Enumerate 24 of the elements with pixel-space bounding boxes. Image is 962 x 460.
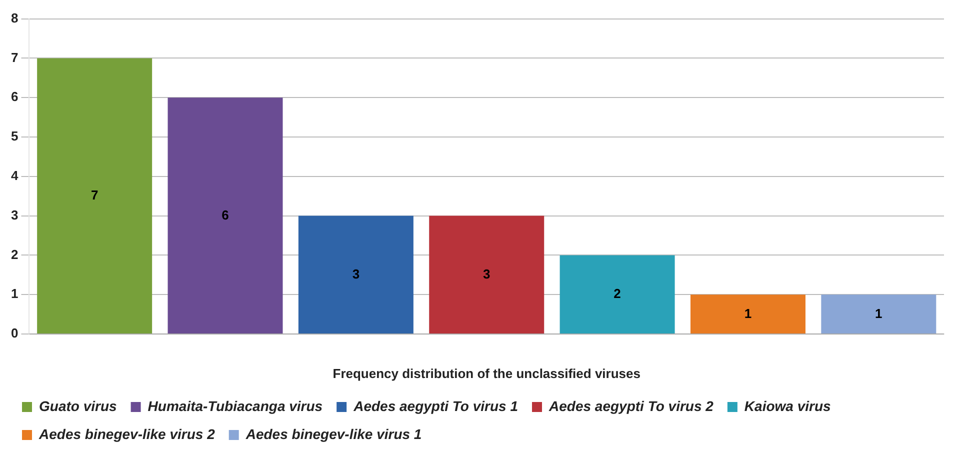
legend-label: Kaiowa virus	[744, 398, 832, 414]
y-tick-label: 6	[10, 89, 18, 104]
y-tick-label: 5	[10, 128, 18, 144]
legend-label: Humaita-Tubiacanga virus	[148, 398, 323, 414]
y-tick-label: 3	[10, 207, 18, 222]
data-label: 3	[483, 266, 490, 282]
legend-label: Aedes binegev-like virus 2	[38, 426, 216, 442]
data-label: 7	[90, 188, 98, 203]
data-label: 1	[875, 306, 882, 321]
data-label: 3	[352, 266, 360, 282]
legend-label: Aedes aegypti To virus 1	[352, 398, 518, 414]
y-tick-label: 1	[10, 286, 18, 302]
y-tick-label: 4	[10, 168, 19, 183]
y-tick-label: 2	[10, 246, 18, 262]
x-axis-title: Frequency distribution of the unclassified viruses	[332, 366, 640, 381]
legend-label: Guato virus	[39, 398, 118, 414]
legend-label: Aedes binegev-like virus 1	[244, 426, 422, 442]
y-tick-label: 7	[10, 50, 18, 65]
y-tick-label: 8	[10, 10, 18, 26]
data-label: 2	[614, 286, 621, 302]
data-label: 6	[222, 207, 229, 222]
y-tick-label: 0	[10, 326, 18, 341]
data-label: 1	[744, 306, 752, 321]
legend-label: Aedes aegypti To virus 2	[548, 398, 714, 414]
